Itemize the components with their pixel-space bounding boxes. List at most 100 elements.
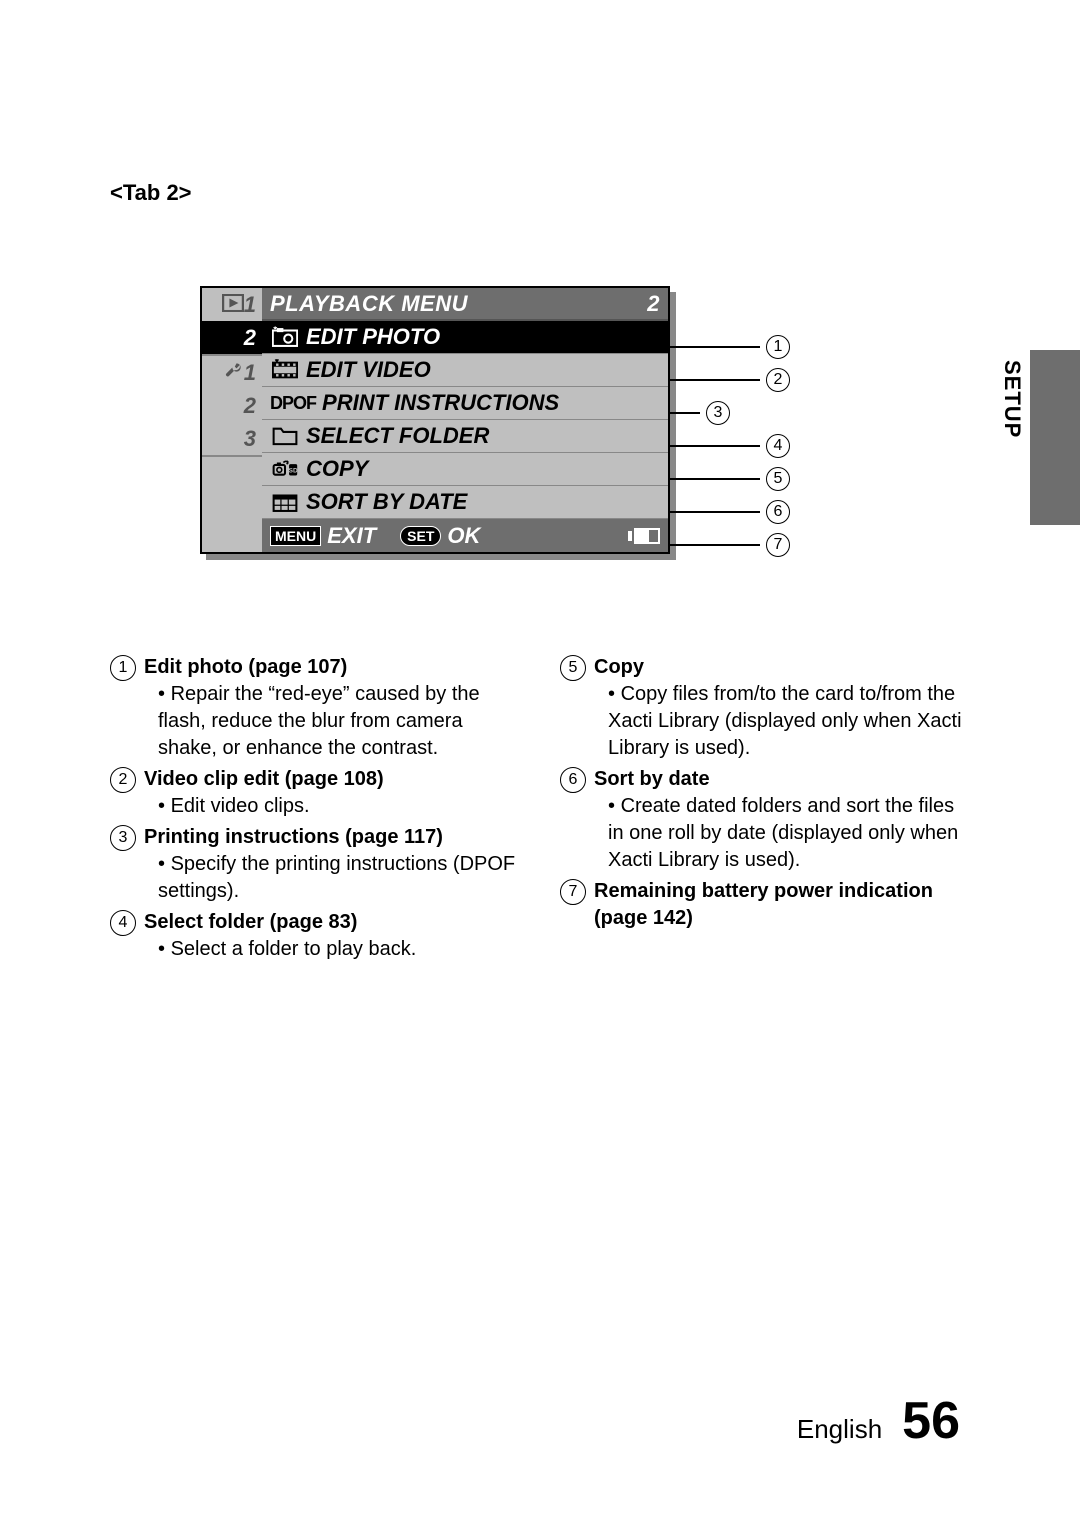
- ok-label: OK: [447, 523, 480, 549]
- play-icon: [222, 292, 244, 318]
- sidebar-tab-number: 2: [244, 393, 256, 419]
- menu-header: PLAYBACK MENU 2: [262, 288, 668, 321]
- set-badge: SET: [400, 526, 441, 546]
- legend-bullet: Copy files from/to the card to/from the …: [608, 681, 970, 762]
- menu-header-page: 2: [647, 291, 660, 317]
- legend-bullet: Select a folder to play back.: [158, 936, 520, 963]
- legend-number: 6: [560, 767, 586, 793]
- menu-header-title: PLAYBACK MENU: [270, 291, 468, 317]
- callout-number: 4: [766, 434, 790, 458]
- menu-badge: MENU: [270, 526, 321, 546]
- menu-item-copy[interactable]: SD COPY: [262, 453, 668, 486]
- legend-bullet: Repair the “red-eye” caused by the flash…: [158, 681, 520, 762]
- legend-item-6: 6 Sort by dateCreate dated folders and so…: [560, 766, 970, 874]
- menu-item-label: SORT BY DATE: [306, 489, 467, 515]
- menu-item-label: EDIT VIDEO: [306, 357, 431, 383]
- legend-number: 7: [560, 879, 586, 905]
- tab-heading: <Tab 2>: [110, 180, 970, 206]
- legend-title: Remaining battery power indication (page…: [594, 878, 970, 932]
- side-tab: [1030, 350, 1080, 525]
- legend-bullets: Specify the printing instructions (DPOF …: [144, 851, 520, 905]
- legend-title: Copy: [594, 654, 970, 681]
- legend-bullets: Edit video clips.: [144, 793, 520, 820]
- menu-screenshot: 1 2 1 2 3 PLAYBACK MENU 2 EDIT PHOTO EDIT VID…: [200, 286, 680, 554]
- menu-item-label: PRINT INSTRUCTIONS: [322, 390, 559, 416]
- menu-item-print-instructions[interactable]: DPOF PRINT INSTRUCTIONS: [262, 387, 668, 420]
- menu-item-label: COPY: [306, 456, 368, 482]
- copy-icon: SD: [270, 458, 300, 480]
- legend: 1 Edit photo (page 107)Repair the “red-ey…: [110, 654, 970, 967]
- legend-bullet: Create dated folders and sort the files …: [608, 793, 970, 874]
- legend-title: Printing instructions (page 117): [144, 824, 520, 851]
- legend-item-2: 2 Video clip edit (page 108)Edit video cl…: [110, 766, 520, 820]
- callout-number: 6: [766, 500, 790, 524]
- sidebar-tab[interactable]: 1: [202, 356, 262, 389]
- sidebar-tab-number: 2: [244, 325, 256, 351]
- callout-2: 2: [670, 368, 790, 392]
- callout-number: 2: [766, 368, 790, 392]
- callout-6: 6: [670, 500, 790, 524]
- menu-main: PLAYBACK MENU 2 EDIT PHOTO EDIT VIDEO DPOF…: [262, 288, 668, 552]
- menu-screen: 1 2 1 2 3 PLAYBACK MENU 2 EDIT PHOTO EDIT VID…: [200, 286, 670, 554]
- sidebar-tab[interactable]: 3: [202, 422, 262, 455]
- legend-bullets: Create dated folders and sort the files …: [594, 793, 970, 874]
- callout-line: [670, 346, 760, 348]
- footer-language: English: [797, 1414, 882, 1445]
- callout-number: 5: [766, 467, 790, 491]
- legend-bullets: Copy files from/to the card to/from the …: [594, 681, 970, 762]
- legend-title: Video clip edit (page 108): [144, 766, 520, 793]
- callout-line: [670, 379, 760, 381]
- callout-1: 1: [670, 335, 790, 359]
- callout-line: [670, 478, 760, 480]
- legend-number: 4: [110, 910, 136, 936]
- menu-item-label: SELECT FOLDER: [306, 423, 489, 449]
- legend-title: Edit photo (page 107): [144, 654, 520, 681]
- callout-5: 5: [670, 467, 790, 491]
- callout-line: [670, 445, 760, 447]
- sidebar-tab-number: 1: [244, 292, 256, 318]
- wrench-icon: [224, 360, 244, 386]
- sidebar-tab[interactable]: 2: [202, 389, 262, 422]
- sidebar-tab-number: 3: [244, 426, 256, 452]
- callout-number: 7: [766, 533, 790, 557]
- calendar-icon: [270, 491, 300, 513]
- folder-icon: [270, 425, 300, 447]
- footer-page-number: 56: [902, 1391, 960, 1451]
- legend-item-7: 7 Remaining battery power indication (pag…: [560, 878, 970, 932]
- legend-col-left: 1 Edit photo (page 107)Repair the “red-ey…: [110, 654, 520, 967]
- legend-title: Select folder (page 83): [144, 909, 520, 936]
- legend-number: 5: [560, 655, 586, 681]
- side-tab-label: SETUP: [999, 360, 1025, 438]
- menu-footer: MENU EXIT SET OK: [262, 519, 668, 552]
- callout-line: [670, 544, 760, 546]
- menu-item-edit-photo[interactable]: EDIT PHOTO: [262, 321, 668, 354]
- callout-line: [670, 511, 760, 513]
- legend-title: Sort by date: [594, 766, 970, 793]
- legend-number: 1: [110, 655, 136, 681]
- dpof-icon: DPOF: [270, 393, 316, 414]
- legend-number: 2: [110, 767, 136, 793]
- menu-item-edit-video[interactable]: EDIT VIDEO: [262, 354, 668, 387]
- callout-number: 1: [766, 335, 790, 359]
- legend-bullet: Specify the printing instructions (DPOF …: [158, 851, 520, 905]
- legend-col-right: 5 CopyCopy files from/to the card to/from…: [560, 654, 970, 967]
- legend-item-3: 3 Printing instructions (page 117)Specify…: [110, 824, 520, 905]
- menu-item-label: EDIT PHOTO: [306, 324, 440, 350]
- menu-sidebar: 1 2 1 2 3: [202, 288, 262, 552]
- legend-bullets: Select a folder to play back.: [144, 936, 520, 963]
- legend-bullets: Repair the “red-eye” caused by the flash…: [144, 681, 520, 762]
- menu-item-select-folder[interactable]: SELECT FOLDER: [262, 420, 668, 453]
- page-footer: English 56: [797, 1391, 960, 1451]
- video-icon: [270, 359, 300, 381]
- sidebar-tab[interactable]: 1: [202, 288, 262, 321]
- legend-number: 3: [110, 825, 136, 851]
- sidebar-tab-number: 1: [244, 360, 256, 386]
- callout-3: 3: [670, 401, 730, 425]
- photo-icon: [270, 326, 300, 348]
- menu-item-sort-by-date[interactable]: SORT BY DATE: [262, 486, 668, 519]
- callout-4: 4: [670, 434, 790, 458]
- battery-icon: [628, 528, 660, 544]
- legend-bullet: Edit video clips.: [158, 793, 520, 820]
- callout-7: 7: [670, 533, 790, 557]
- sidebar-tab[interactable]: 2: [202, 321, 262, 354]
